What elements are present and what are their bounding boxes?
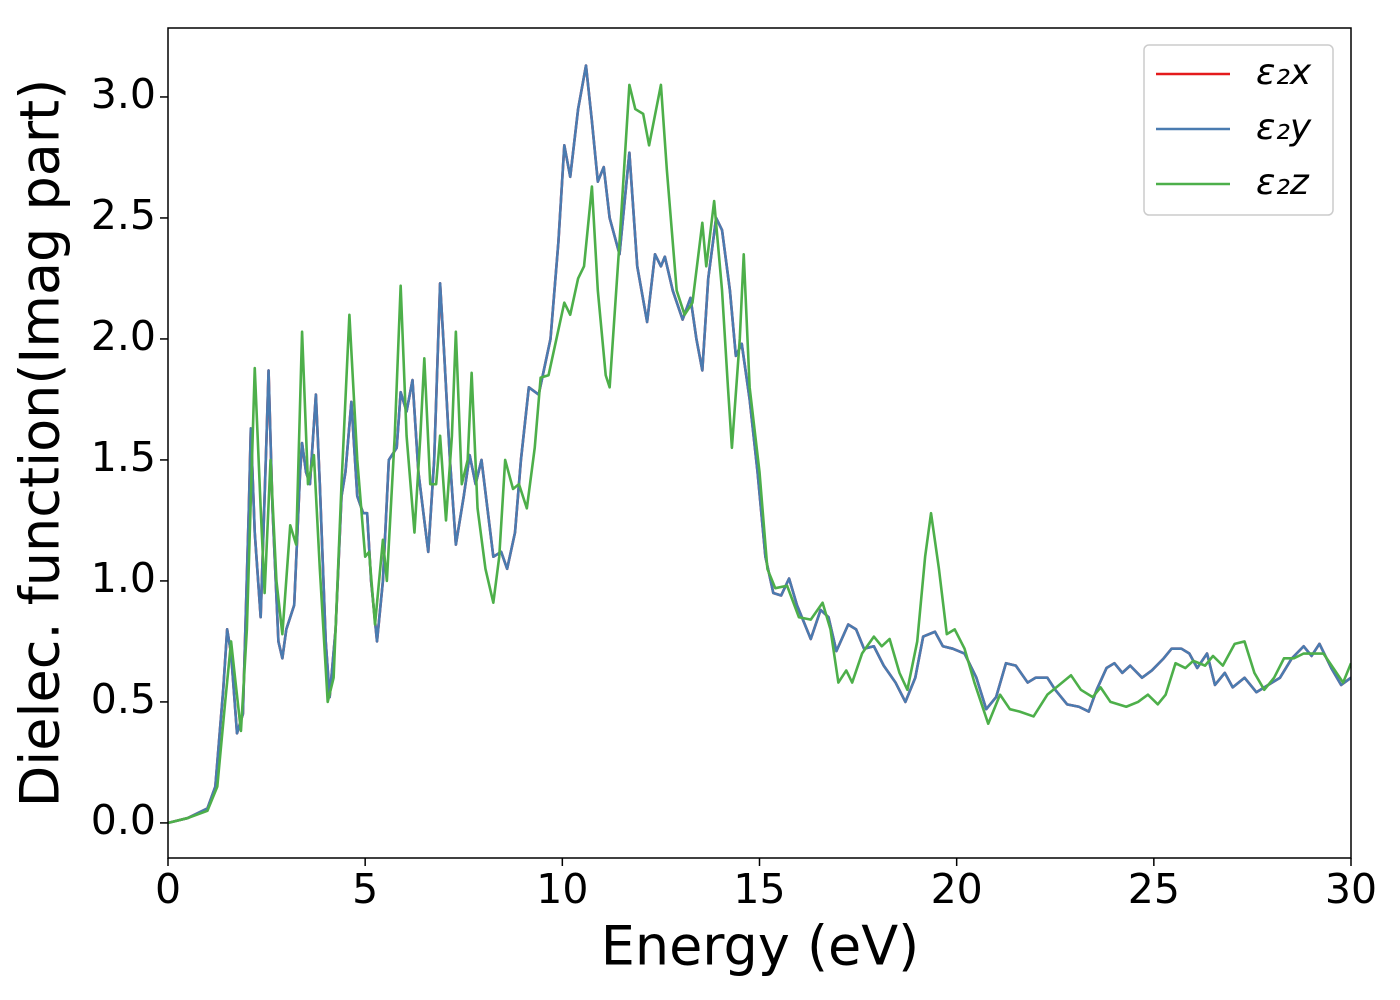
y-tick-label: 2.5 bbox=[91, 191, 156, 239]
x-tick-label: 25 bbox=[1128, 865, 1180, 913]
y-tick-label: 2.0 bbox=[91, 312, 156, 360]
legend-label: ε₂z bbox=[1256, 162, 1310, 203]
legend-box bbox=[1143, 44, 1334, 216]
series-line bbox=[168, 64, 1351, 825]
y-tick-label: 3.0 bbox=[91, 70, 156, 118]
x-tick-label: 0 bbox=[155, 865, 181, 913]
x-axis-label: Energy (eV) bbox=[601, 915, 920, 978]
x-tick-label: 30 bbox=[1325, 865, 1377, 913]
y-axis-label: Dielec. function(Imag part) bbox=[9, 79, 72, 808]
x-tick-label: 15 bbox=[733, 865, 785, 913]
y-tick-label: 1.0 bbox=[91, 554, 156, 602]
x-tick-label: 10 bbox=[536, 865, 588, 913]
legend-label: ε₂y bbox=[1256, 107, 1312, 148]
plot-frame bbox=[167, 27, 1352, 859]
y-tick-label: 0.0 bbox=[91, 796, 156, 844]
y-tick-label: 0.5 bbox=[91, 675, 156, 723]
legend-label: ε₂x bbox=[1256, 52, 1312, 93]
y-tick-label: 1.5 bbox=[91, 433, 156, 481]
x-tick-label: 20 bbox=[931, 865, 983, 913]
series-line bbox=[168, 83, 1351, 825]
x-tick-label: 5 bbox=[352, 865, 378, 913]
